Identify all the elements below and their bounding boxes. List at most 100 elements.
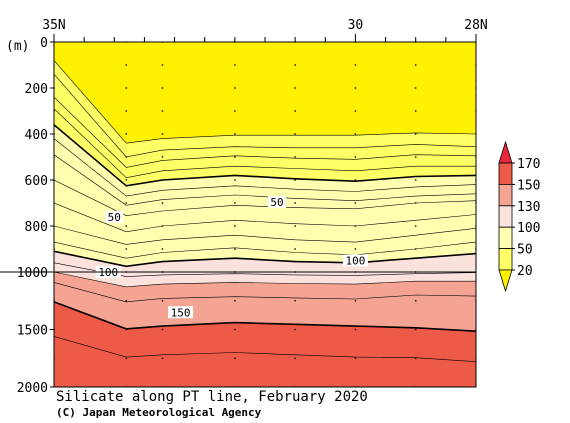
contour-label-bg	[168, 306, 194, 319]
y-tick-label: 200	[25, 82, 48, 97]
y-tick-label: 600	[25, 174, 48, 189]
contour-50	[54, 124, 476, 187]
contour-label-bg	[105, 210, 124, 223]
station-dot	[234, 225, 236, 227]
station-dot	[354, 248, 357, 250]
y-tick-label: 400	[25, 128, 48, 143]
station-dot	[161, 156, 164, 158]
station-dot	[414, 133, 417, 135]
station-dot	[294, 357, 296, 360]
x-tick-label: 28N	[464, 18, 487, 33]
contour-60	[54, 138, 476, 197]
station-dot	[414, 202, 417, 204]
contour-110	[54, 262, 476, 277]
contour-100	[54, 250, 476, 268]
station-dot	[354, 156, 357, 158]
station-dot	[414, 64, 417, 66]
station-dot	[414, 179, 417, 181]
contour-40	[54, 96, 476, 168]
contour-label: 50	[108, 211, 121, 224]
station-dot	[234, 64, 236, 66]
station-dot	[354, 110, 357, 112]
contour-label: 50	[270, 196, 283, 209]
chart-credit: (C) Japan Meteorological Agency	[56, 406, 262, 419]
station-dot	[294, 299, 296, 302]
station-dot	[125, 87, 128, 89]
contour-90	[54, 225, 476, 245]
station-dot	[294, 179, 296, 181]
station-dot	[414, 87, 417, 89]
station-dot	[414, 357, 417, 360]
station-dot	[234, 179, 236, 181]
y-tick-label: 2000	[17, 381, 48, 396]
station-dot	[414, 248, 417, 250]
station-dots	[54, 42, 476, 387]
colorbar-label: 150	[517, 178, 540, 193]
station-dot	[354, 225, 357, 227]
station-dot	[161, 328, 164, 331]
station-dot	[234, 133, 236, 135]
colorbar-swatch	[498, 226, 513, 249]
station-dot	[354, 64, 357, 66]
station-dot	[234, 87, 236, 89]
colorbar-swatch	[498, 183, 513, 207]
station-dot	[161, 357, 164, 360]
station-dot	[354, 179, 357, 181]
x-tick-label: 30	[348, 18, 364, 33]
station-dot	[161, 64, 164, 66]
contour-label-bg	[342, 254, 368, 267]
band-160	[54, 336, 476, 387]
axes: 0 200 400 600 800 1000 1500 2000 (m) 35N 30 28N	[6, 18, 488, 396]
station-dot	[161, 299, 164, 302]
station-dot	[161, 248, 164, 250]
station-dot	[125, 248, 128, 250]
station-dot	[161, 225, 164, 227]
station-dot	[161, 110, 164, 112]
contour-80	[54, 179, 476, 217]
contour-70	[54, 154, 476, 206]
colorbar-bottom-triangle	[498, 269, 513, 293]
contour-150	[54, 301, 476, 332]
station-dot	[294, 202, 296, 204]
station-dot	[294, 64, 296, 66]
station-dot	[414, 328, 417, 331]
contour-label-bg	[268, 195, 287, 208]
contour-140	[54, 282, 476, 303]
station-dot	[294, 110, 296, 112]
x-tick-label: 35N	[42, 18, 65, 33]
colorbar-label: 20	[517, 264, 533, 279]
station-dot	[125, 357, 128, 360]
station-dot	[234, 156, 236, 158]
station-dot	[125, 156, 128, 158]
station-dot	[161, 179, 164, 181]
colorbar-label: 100	[517, 221, 540, 236]
colorbar-swatch	[498, 205, 513, 228]
y-tick-label: 1500	[17, 324, 48, 339]
station-dot	[234, 357, 236, 360]
chart-title: Silicate along PT line, February 2020	[56, 389, 368, 405]
station-dot	[414, 225, 417, 227]
station-dot	[354, 328, 357, 331]
station-dot	[234, 110, 236, 112]
station-dot	[161, 202, 164, 204]
station-dot	[354, 202, 357, 204]
station-dot	[414, 299, 417, 302]
contour-160	[54, 336, 476, 362]
colorbar-label: 170	[517, 157, 540, 172]
y-axis-label: (m)	[6, 39, 29, 54]
station-dot	[354, 357, 357, 360]
contour-95	[54, 241, 476, 259]
y-tick-label: 1000	[17, 266, 48, 281]
station-dot	[234, 202, 236, 204]
station-dot	[294, 248, 296, 250]
contour-20	[54, 60, 476, 144]
station-dot	[294, 328, 296, 331]
station-dot	[161, 133, 164, 135]
station-dot	[125, 202, 128, 204]
y-tick-label: 800	[25, 220, 48, 235]
station-dot	[125, 110, 128, 112]
station-dot	[354, 87, 357, 89]
station-dot	[125, 328, 128, 331]
